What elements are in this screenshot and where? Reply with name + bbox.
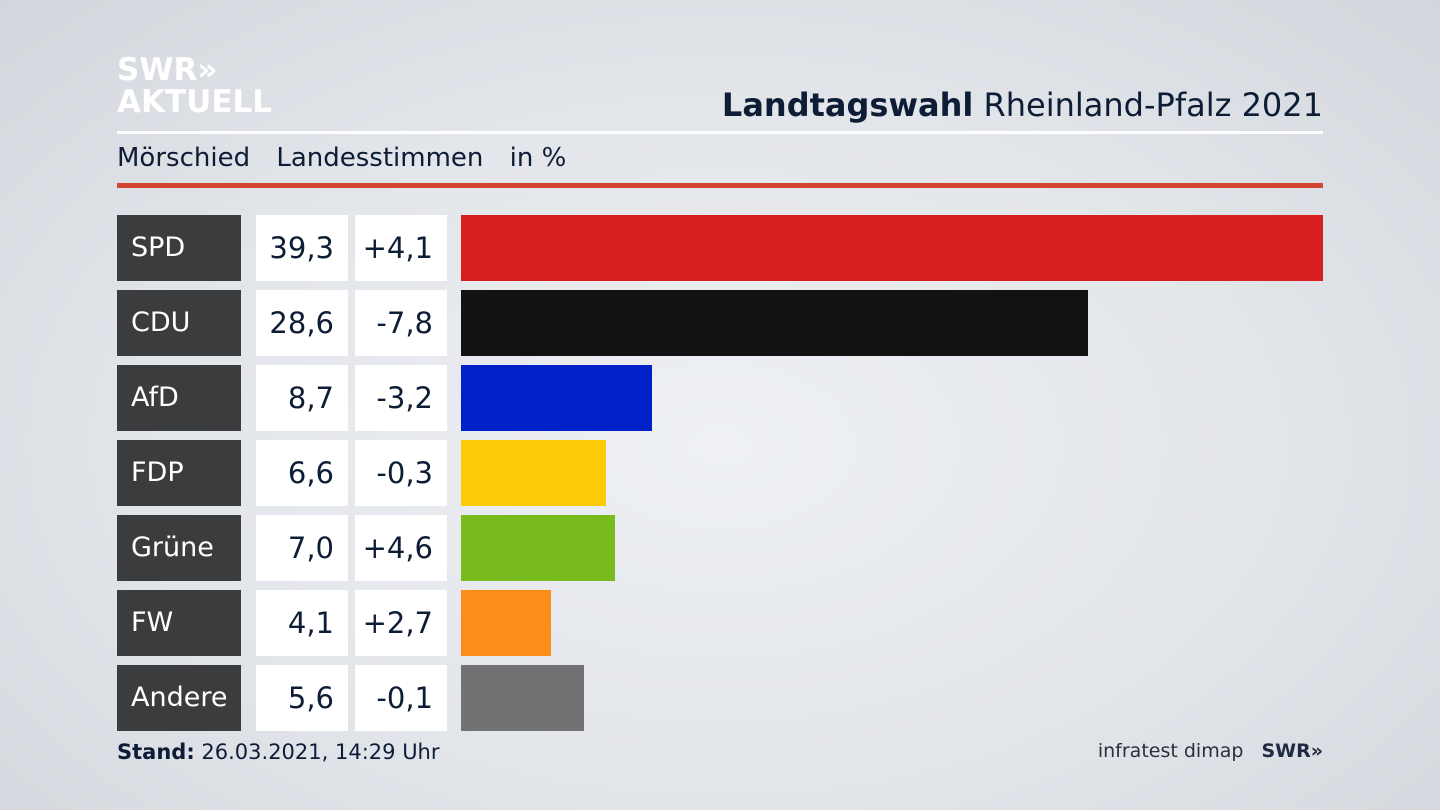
result-row: AfD 8,7 -3,2 [117,365,1323,431]
result-row: Grüne 7,0 +4,6 [117,515,1323,581]
logo-line-1: SWR» [117,52,218,88]
party-label: SPD [117,215,241,281]
result-bar [461,440,606,506]
result-bar [461,590,551,656]
vote-share-value: 39,3 [256,215,348,281]
vote-change-value: -0,1 [355,665,447,731]
result-bar [461,215,1323,281]
party-label: FDP [117,440,241,506]
party-label: Andere [117,665,241,731]
party-label: FW [117,590,241,656]
party-label: Grüne [117,515,241,581]
result-bar [461,515,615,581]
swr-brand: SWR» [1261,740,1323,762]
timestamp: Stand: 26.03.2021, 14:29 Uhr [117,740,440,764]
vote-share-value: 6,6 [256,440,348,506]
vote-type-label: Landesstimmen [276,143,484,173]
vote-change-value: -0,3 [355,440,447,506]
result-row: FW 4,1 +2,7 [117,590,1323,656]
vote-share-value: 7,0 [256,515,348,581]
vote-share-value: 5,6 [256,665,348,731]
vote-change-value: +4,1 [355,215,447,281]
subtitle: Mörschied Landesstimmen in % [117,143,584,173]
vote-share-value: 4,1 [256,590,348,656]
party-label: CDU [117,290,241,356]
result-row: FDP 6,6 -0,3 [117,440,1323,506]
source-credit: infratest dimap SWR» [1098,740,1323,762]
result-row: Andere 5,6 -0,1 [117,665,1323,731]
vote-share-value: 8,7 [256,365,348,431]
vote-change-value: -3,2 [355,365,447,431]
stand-value: 26.03.2021, 14:29 Uhr [201,740,440,764]
result-bar [461,290,1088,356]
page-title: Landtagswahl Rheinland-Pfalz 2021 [722,86,1323,124]
result-bar [461,365,652,431]
accent-divider [117,183,1323,188]
swr-aktuell-logo: SWR» AKTUELL [117,54,272,118]
source-label: infratest dimap [1097,740,1244,762]
vote-change-value: +4,6 [355,515,447,581]
result-bar [461,665,584,731]
header-divider [117,131,1323,134]
title-bold: Landtagswahl [721,86,974,124]
logo-line-2: AKTUELL [117,84,273,120]
party-label: AfD [117,365,241,431]
result-row: CDU 28,6 -7,8 [117,290,1323,356]
unit-label: in % [509,143,567,173]
place-label: Mörschied [117,143,251,173]
vote-change-value: -7,8 [355,290,447,356]
vote-change-value: +2,7 [355,590,447,656]
vote-share-value: 28,6 [256,290,348,356]
stand-label: Stand: [117,740,195,764]
result-row: SPD 39,3 +4,1 [117,215,1323,281]
title-rest: Rheinland-Pfalz 2021 [983,86,1323,124]
